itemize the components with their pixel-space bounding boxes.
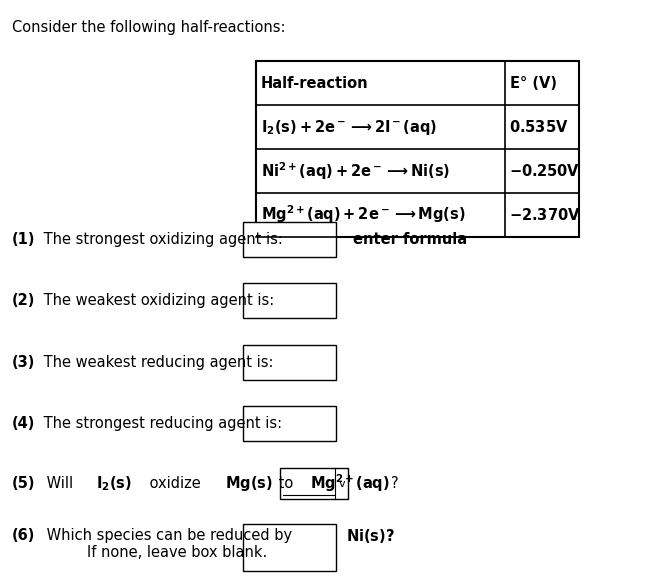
- Text: $\mathbf{Mg^{2+}(aq) + 2e^- \longrightarrow Mg(s)}$: $\mathbf{Mg^{2+}(aq) + 2e^- \longrightar…: [261, 204, 465, 225]
- Text: enter formula: enter formula: [353, 232, 466, 247]
- Text: to: to: [274, 476, 298, 491]
- Text: $\mathbf{Ni(s)?}$: $\mathbf{Ni(s)?}$: [346, 527, 395, 544]
- Text: Half-reaction: Half-reaction: [261, 76, 368, 91]
- Bar: [243, 345, 336, 380]
- Text: (3): (3): [12, 354, 35, 370]
- Text: (2): (2): [12, 293, 35, 308]
- Text: (4): (4): [12, 416, 35, 431]
- Text: The strongest reducing agent is:: The strongest reducing agent is:: [39, 416, 282, 431]
- Text: (6): (6): [12, 528, 35, 543]
- Text: If none, leave box blank.: If none, leave box blank.: [87, 545, 267, 560]
- Text: $\mathbf{Mg(s)}$: $\mathbf{Mg(s)}$: [225, 474, 273, 493]
- Bar: [280, 468, 348, 499]
- Text: $\mathbf{-2.370V}$: $\mathbf{-2.370V}$: [509, 207, 580, 223]
- Text: Which species can be reduced by: Which species can be reduced by: [42, 528, 297, 543]
- Text: E° (V): E° (V): [510, 76, 557, 91]
- Text: $\mathbf{I_2(s) + 2e^- \longrightarrow 2I^-(aq)}$: $\mathbf{I_2(s) + 2e^- \longrightarrow 2…: [261, 117, 437, 137]
- Text: $\mathbf{Ni^{2+}(aq) + 2e^- \longrightarrow Ni(s)}$: $\mathbf{Ni^{2+}(aq) + 2e^- \longrightar…: [261, 160, 450, 182]
- Text: $\mathbf{I_2(s)}$: $\mathbf{I_2(s)}$: [96, 474, 132, 493]
- Bar: [256, 61, 579, 237]
- Text: The weakest oxidizing agent is:: The weakest oxidizing agent is:: [39, 293, 274, 308]
- Bar: [243, 222, 336, 257]
- Text: $\mathbf{-0.250V}$: $\mathbf{-0.250V}$: [509, 163, 580, 179]
- Bar: [243, 524, 336, 571]
- Text: (1): (1): [12, 232, 35, 247]
- Text: $\mathbf{Mg^{2+}(aq)}$: $\mathbf{Mg^{2+}(aq)}$: [310, 472, 390, 495]
- Text: $\mathbf{0.535V}$: $\mathbf{0.535V}$: [509, 119, 568, 135]
- Text: The weakest reducing agent is:: The weakest reducing agent is:: [39, 354, 273, 370]
- Text: v: v: [338, 478, 345, 489]
- Bar: [243, 283, 336, 318]
- Bar: [243, 406, 336, 441]
- Text: The strongest oxidizing agent is:: The strongest oxidizing agent is:: [39, 232, 283, 247]
- Text: oxidize: oxidize: [145, 476, 205, 491]
- Text: ?: ?: [391, 476, 398, 491]
- Text: Will: Will: [42, 476, 78, 491]
- Text: (5): (5): [12, 476, 35, 491]
- Text: Consider the following half-reactions:: Consider the following half-reactions:: [12, 20, 285, 36]
